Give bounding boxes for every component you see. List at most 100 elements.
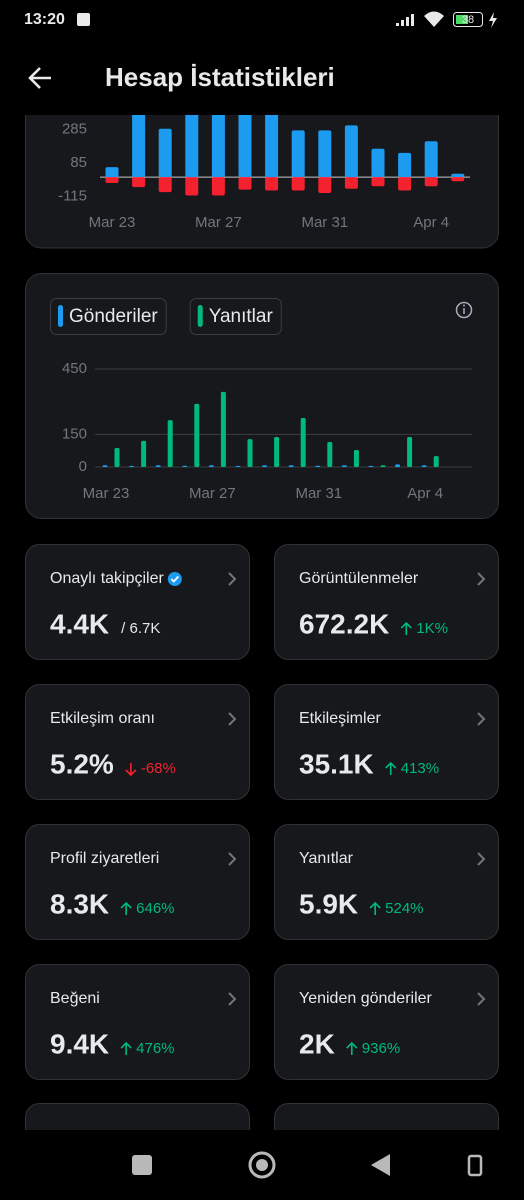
bar [105, 167, 119, 178]
bar [407, 436, 413, 467]
bar [300, 418, 306, 467]
trend-arrow [120, 1041, 132, 1055]
info-icon [463, 304, 465, 307]
legend-item [189, 298, 282, 335]
bar [158, 128, 172, 178]
stat-card[interactable] [274, 544, 499, 660]
bar [395, 464, 401, 467]
y-tick-label: 450 [62, 360, 87, 377]
bar [274, 436, 280, 467]
bar [291, 177, 305, 191]
bar [341, 465, 347, 467]
info-icon[interactable] [455, 301, 473, 319]
nav-bar [0, 1130, 524, 1200]
wifi-icon [424, 11, 444, 27]
x-tick-label: Apr 4 [413, 214, 449, 231]
bar [132, 177, 146, 188]
bar [129, 465, 135, 467]
chevron [228, 992, 237, 1006]
trend-arrow [385, 761, 397, 775]
bar [235, 465, 241, 467]
bar [433, 456, 439, 467]
stat-change: 413% [401, 760, 439, 777]
stat-card[interactable] [274, 964, 499, 1080]
stat-card[interactable] [25, 684, 250, 800]
clock: 13:20 [24, 11, 65, 28]
rotate-button[interactable] [467, 1154, 483, 1177]
stat-change: 524% [385, 900, 423, 917]
bar [220, 391, 226, 467]
charging-icon [489, 12, 497, 28]
x-tick-label: Mar 27 [195, 214, 242, 231]
home-button[interactable] [248, 1151, 276, 1179]
y-tick-label: -115 [58, 187, 87, 204]
bar [158, 177, 172, 193]
page-title: Hesap İstatistikleri [105, 62, 335, 92]
trend-arrow [125, 763, 137, 777]
bar [238, 106, 252, 178]
bar [380, 465, 386, 467]
bar [185, 101, 199, 178]
bar [371, 177, 385, 187]
bar [132, 110, 146, 178]
stat-value: 5.2% [50, 748, 114, 779]
recents-button[interactable] [132, 1155, 152, 1175]
bar [265, 177, 279, 191]
home-button [256, 1159, 268, 1171]
bar [114, 448, 120, 467]
bar [398, 177, 412, 191]
stat-label: Yanıtlar [299, 850, 354, 867]
stat-card[interactable] [274, 824, 499, 940]
bar [451, 173, 465, 178]
stat-change: 936% [362, 1040, 400, 1057]
back-nav-button[interactable] [371, 1154, 390, 1176]
bar [424, 141, 438, 178]
battery-level [456, 15, 468, 24]
stat-label: Etkileşim oranı [50, 710, 155, 727]
legend-label: Yanıtlar [209, 306, 274, 327]
notification-icon [77, 13, 90, 26]
x-tick-label: Mar 23 [89, 214, 136, 231]
chevron [477, 712, 486, 726]
bar [344, 177, 358, 189]
stat-label: Profil ziyaretleri [50, 850, 159, 867]
stat-label: Yeniden gönderiler [299, 990, 433, 1007]
bar [291, 130, 305, 178]
bar [185, 177, 199, 196]
stat-value: 35.1K [299, 748, 374, 779]
stat-change: 476% [136, 1040, 174, 1057]
chevron [477, 992, 486, 1006]
y-tick-label: 0 [79, 458, 87, 475]
stat-card[interactable] [274, 684, 499, 800]
trend-arrow [346, 1041, 358, 1055]
verified-badge [167, 572, 182, 586]
bar [211, 177, 225, 196]
stat-card[interactable] [25, 824, 250, 940]
x-tick-label: Mar 27 [189, 485, 236, 502]
bar [105, 177, 119, 183]
stat-card[interactable] [25, 964, 250, 1080]
back-button[interactable] [28, 67, 51, 89]
bar [315, 465, 321, 467]
legend-label: Gönderiler [69, 306, 158, 327]
chevron [228, 712, 237, 726]
bar [318, 130, 332, 178]
stat-card[interactable] [25, 544, 250, 660]
bar [238, 177, 252, 190]
bar [182, 465, 188, 467]
trend-arrow [120, 901, 132, 915]
bar [327, 441, 333, 467]
legend-item [50, 298, 167, 335]
y-tick-label: 285 [62, 120, 87, 137]
stat-label: Beğeni [50, 990, 100, 1007]
bar [208, 465, 214, 467]
stat-value: 672.2K [299, 608, 389, 639]
stat-change: 646% [136, 900, 174, 917]
stat-value: 9.4K [50, 1028, 109, 1059]
battery-icon [453, 12, 483, 27]
stat-value: 5.9K [299, 888, 358, 919]
stat-label: Onaylı takipçiler [50, 570, 164, 587]
bar [353, 450, 359, 467]
